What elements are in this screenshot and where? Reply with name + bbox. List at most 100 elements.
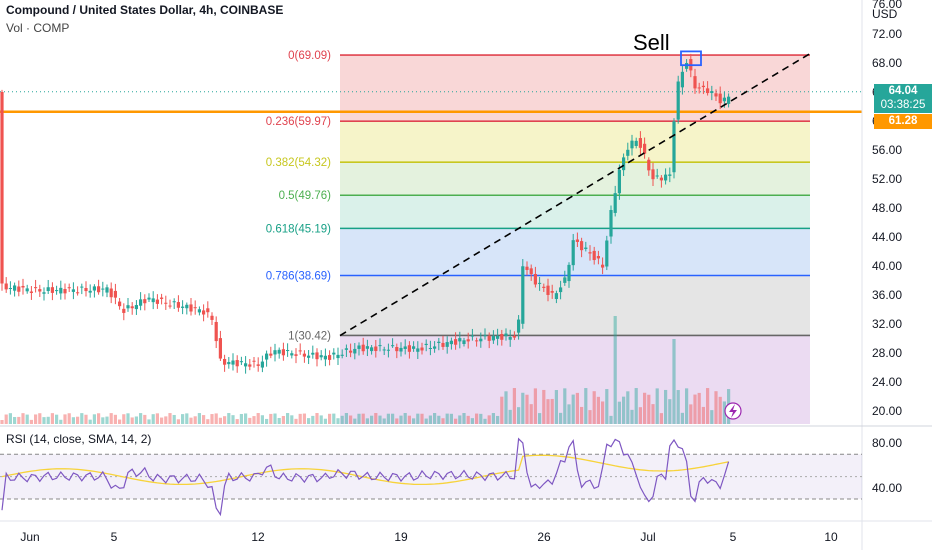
candle-body bbox=[445, 342, 449, 347]
volume-bar bbox=[46, 416, 50, 424]
candle-body bbox=[386, 349, 390, 351]
candle-body bbox=[643, 143, 647, 154]
volume-bar bbox=[718, 396, 722, 424]
volume-bar bbox=[139, 413, 143, 424]
volume-bar bbox=[407, 415, 411, 424]
volume-bar bbox=[105, 416, 109, 424]
candle-body bbox=[55, 290, 59, 292]
candle-body bbox=[235, 360, 239, 367]
candle-body bbox=[71, 289, 75, 292]
volume-bar bbox=[130, 417, 134, 424]
volume-bar bbox=[227, 413, 231, 424]
candle-body bbox=[483, 335, 487, 337]
candle-body bbox=[340, 354, 344, 356]
volume-bar bbox=[218, 417, 222, 424]
candle-body bbox=[609, 210, 613, 237]
candle-body bbox=[391, 345, 395, 347]
candle-body bbox=[25, 288, 29, 292]
volume-bar bbox=[479, 413, 483, 424]
candle-body bbox=[651, 169, 655, 180]
volume-bar bbox=[647, 394, 651, 424]
volume-bar bbox=[38, 413, 42, 424]
volume-bar bbox=[8, 413, 12, 424]
candle-body bbox=[63, 289, 67, 294]
volume-bar bbox=[596, 396, 600, 424]
volume-bar bbox=[546, 399, 550, 424]
candle-body bbox=[214, 321, 218, 342]
candle-body bbox=[542, 286, 546, 288]
candle-body bbox=[407, 345, 411, 352]
volume-bar bbox=[517, 407, 521, 424]
chart-title: Compound / United States Dollar, 4h, COI… bbox=[6, 3, 284, 17]
volume-bar bbox=[622, 396, 626, 424]
rsi-ma-line bbox=[1, 454, 729, 486]
candle-body bbox=[319, 355, 323, 358]
candle-body bbox=[470, 335, 474, 337]
candle-body bbox=[659, 177, 663, 181]
volume-bar bbox=[668, 399, 672, 424]
volume-bar bbox=[307, 418, 311, 424]
volume-bar bbox=[0, 420, 4, 424]
price-tick: 36.00 bbox=[872, 288, 902, 302]
volume-bar bbox=[592, 391, 596, 424]
volume-bar bbox=[206, 419, 210, 424]
candle-body bbox=[697, 87, 701, 89]
fib-label-2: 0.382(54.32) bbox=[266, 157, 331, 169]
fib-label-5: 0.786(38.69) bbox=[266, 270, 331, 282]
volume-bar bbox=[193, 416, 197, 424]
volume-bar bbox=[80, 413, 84, 424]
volume-bar bbox=[554, 390, 558, 424]
volume-bar bbox=[680, 412, 684, 424]
volume-bar bbox=[445, 413, 449, 424]
volume-bar bbox=[655, 388, 659, 424]
candle-body bbox=[130, 306, 134, 309]
volume-bar bbox=[563, 388, 567, 424]
candle-body bbox=[256, 364, 260, 366]
candle-body bbox=[290, 353, 294, 356]
candle-body bbox=[0, 92, 4, 284]
price-tick: 40.00 bbox=[872, 259, 902, 273]
volume-bar bbox=[311, 415, 315, 424]
candle-body bbox=[281, 349, 285, 356]
volume-bar bbox=[496, 415, 500, 424]
candle-body bbox=[365, 346, 369, 349]
volume-bar bbox=[214, 413, 218, 424]
candle-body bbox=[588, 252, 592, 254]
candle-body bbox=[143, 299, 147, 304]
candle-body bbox=[546, 285, 550, 295]
candle-body bbox=[424, 343, 428, 345]
candle-body bbox=[29, 291, 33, 293]
volume-bar bbox=[21, 413, 25, 424]
volume-bar bbox=[533, 388, 537, 424]
price-tick: 56.00 bbox=[872, 143, 902, 157]
volume-bar bbox=[441, 418, 445, 424]
candle-body bbox=[46, 287, 50, 292]
candle-body bbox=[512, 335, 516, 338]
volume-bar bbox=[164, 416, 168, 424]
volume-bar bbox=[584, 388, 588, 424]
sell-box bbox=[680, 50, 702, 67]
volume-bar bbox=[525, 394, 529, 424]
candle-body bbox=[59, 287, 63, 294]
candle-body bbox=[605, 240, 609, 267]
price-tick: 20.00 bbox=[872, 404, 902, 418]
candle-body bbox=[676, 81, 680, 120]
candle-body bbox=[584, 247, 588, 249]
price-tick: 28.00 bbox=[872, 346, 902, 360]
price-tick-top: 76.00 bbox=[872, 0, 902, 11]
volume-bar bbox=[575, 392, 579, 424]
volume-bar bbox=[710, 410, 714, 424]
volume-bar bbox=[118, 419, 122, 424]
candle-body bbox=[617, 169, 621, 194]
candle-body bbox=[550, 291, 554, 293]
fib-zone-5 bbox=[340, 275, 810, 336]
candle-body bbox=[693, 76, 697, 89]
candle-body bbox=[76, 292, 80, 294]
candle-body bbox=[172, 301, 176, 303]
volume-bar bbox=[25, 414, 29, 424]
candle-body bbox=[67, 287, 71, 289]
candle-body bbox=[323, 355, 327, 360]
volume-bar bbox=[122, 414, 126, 424]
candle-body bbox=[252, 360, 256, 362]
